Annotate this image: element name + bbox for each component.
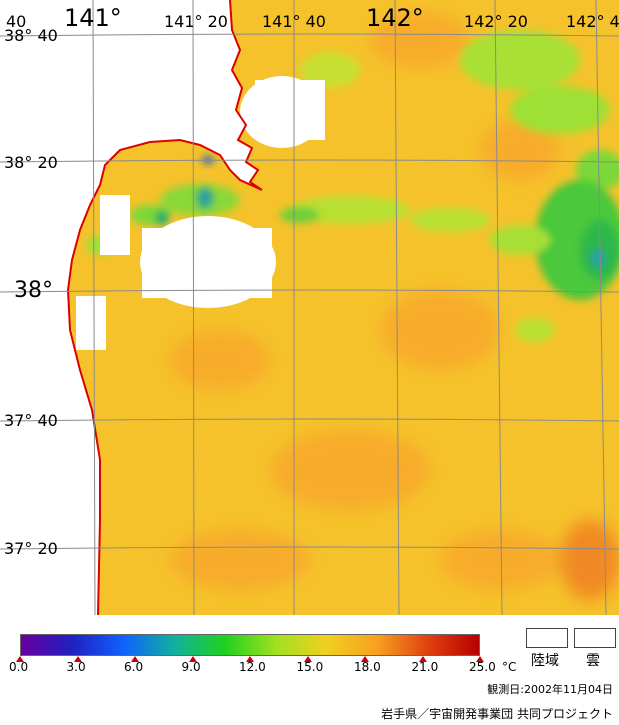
colorbar-tick-mark: [16, 656, 24, 662]
cloud-cover: [76, 76, 325, 350]
colorbar-tick-label: 15.0: [296, 660, 324, 674]
colorbar-tick-mark: [246, 656, 254, 662]
sea-surface-temperature-map: [0, 0, 619, 615]
colorbar-unit: °C: [502, 660, 517, 674]
cloud-legend-label: 雲: [586, 653, 600, 669]
lat-label-37-20: 37° 20: [4, 539, 58, 558]
coastline: [66, 0, 263, 615]
colorbar-tick-label: 0.0: [9, 660, 29, 674]
lon-label-141: 141°: [64, 4, 122, 32]
lon-label-142-40: 142° 4: [566, 12, 619, 31]
lat-label-38: 38°: [14, 278, 53, 303]
colorbar-tick-mark: [303, 656, 312, 662]
colorbar-tick-label: 25.0: [469, 660, 496, 674]
lon-label-142-20: 142° 20: [464, 12, 528, 31]
temperature-colorbar: [20, 634, 480, 656]
lon-label-141-40: 141° 40: [262, 12, 326, 31]
colorbar-tick-label: 3.0: [66, 660, 86, 674]
colorbar-tick-mark: [73, 656, 82, 662]
lon-label-40: 40: [6, 12, 27, 31]
colorbar-tick-mark: [476, 656, 484, 662]
colorbar-tick-label: 18.0: [354, 660, 381, 674]
lon-label-141-20: 141° 20: [164, 12, 228, 31]
colorbar-tick-label: 12.0: [239, 660, 266, 674]
warm-water-patches: [170, 12, 619, 600]
colorbar-tick-label: 6.0: [124, 660, 144, 674]
lat-label-38-20: 38° 20: [4, 153, 58, 172]
lat-lon-grid: [0, 0, 619, 615]
colorbar-tick-label: 9.0: [181, 660, 201, 674]
land-area: [0, 0, 262, 615]
colorbar-tick-mark: [188, 656, 197, 662]
colorbar-tick-mark: [131, 656, 139, 662]
cloud-legend-swatch: [574, 628, 616, 648]
observation-date: 観測日:2002年11月04日: [487, 683, 613, 696]
credits: 岩手県／宇宙開発事業団 共同プロジェクト: [381, 707, 613, 721]
colorbar-tick-label: 21.0: [411, 660, 439, 674]
colorbar-tick-mark: [361, 656, 369, 662]
land-legend-swatch: [526, 628, 568, 648]
colorbar-tick-mark: [418, 656, 427, 662]
lat-label-37-40: 37° 40: [4, 411, 58, 430]
lon-label-142: 142°: [366, 4, 424, 32]
land-legend-label: 陸域: [531, 653, 559, 669]
lat-label-38-40: 38° 40: [4, 26, 58, 45]
